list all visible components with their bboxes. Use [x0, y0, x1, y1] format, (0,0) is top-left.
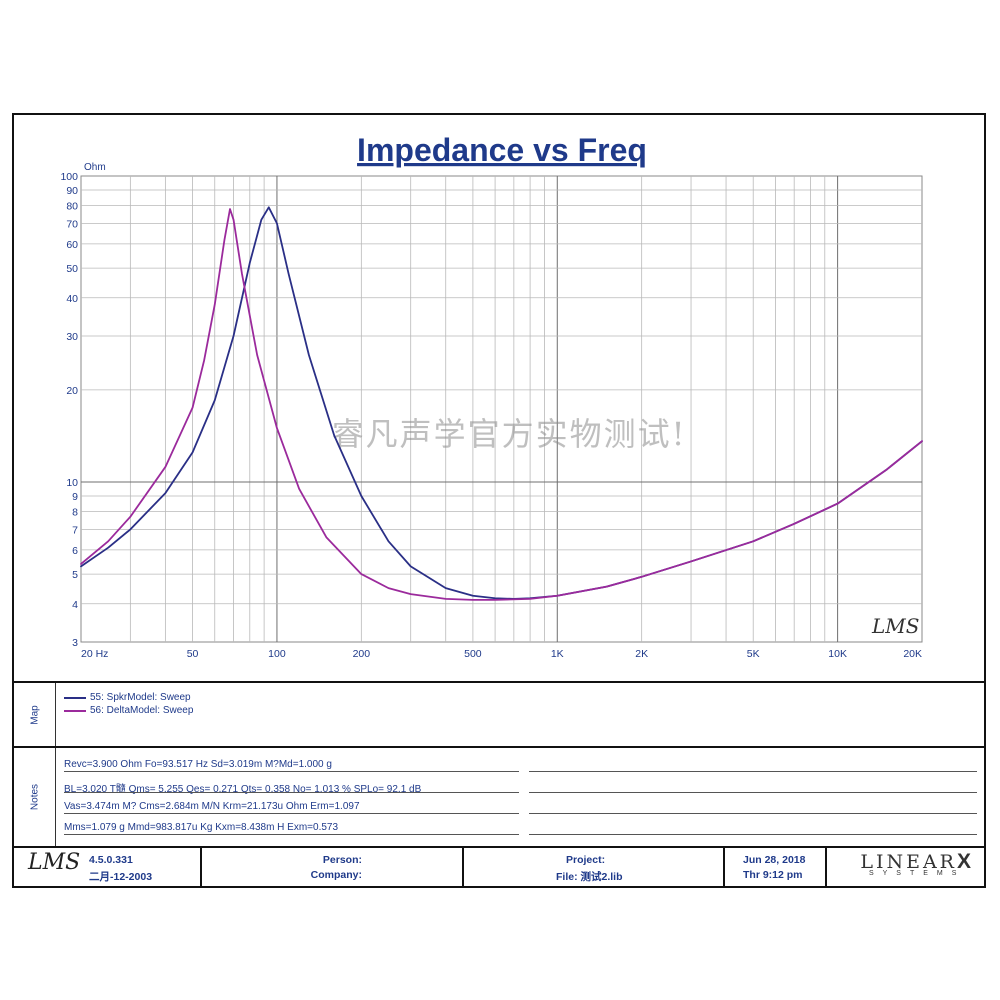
- map-side-label: Map: [14, 683, 56, 746]
- footer-rule: [825, 848, 827, 886]
- note-rule: [529, 771, 977, 772]
- note-rule: [529, 813, 977, 814]
- watermark-text: 睿凡声学官方实物测试!: [332, 415, 687, 453]
- x-axis: 20 Hz 50 100 200 500 1K 2K 5K 10K 20K: [81, 648, 922, 660]
- note-line-2: BL=3.020 T髓 Qms= 5.255 Qes= 0.271 Qts= 0…: [64, 784, 422, 795]
- impedance-chart: Impedance vs Freq 3 4 5 6 7 8 9 10 20 30 40 50 60 70 8…: [60, 132, 923, 660]
- y-tick-label: 6: [72, 545, 78, 557]
- map-label: Map: [29, 704, 40, 725]
- y-tick-label: 9: [72, 491, 78, 503]
- y-tick-label: 100: [60, 171, 78, 183]
- y-axis: 3 4 5 6 7 8 9 10 20 30 40 50 60 70 80 90 100: [60, 171, 78, 649]
- footer-rule: [200, 848, 202, 886]
- date-text: Jun 28, 2018: [743, 854, 806, 866]
- build-date-text: 二月-12-2003: [89, 871, 153, 883]
- footer-section: LMS 4.5.0.331 二月-12-2003 Person: Company…: [14, 848, 984, 886]
- y-tick-label: 90: [66, 185, 78, 197]
- file-label: File: 测试2.lib: [556, 871, 623, 883]
- legend-swatch-55: [64, 696, 86, 699]
- x-tick-label: 2K: [635, 648, 648, 660]
- project-cell: Project: File: 测试2.lib: [464, 848, 722, 886]
- linearx-logo: LINEARX SYSTEMS: [860, 850, 974, 877]
- y-tick-label: 10: [66, 477, 78, 489]
- y-tick-label: 30: [66, 331, 78, 343]
- chart-title: Impedance vs Freq: [357, 132, 647, 168]
- project-label: Project:: [566, 854, 606, 866]
- footer-divider: [14, 846, 984, 848]
- linearx-brand-main: LINEAR: [860, 851, 957, 873]
- y-tick-label: 3: [72, 637, 78, 649]
- note-rule: [529, 834, 977, 835]
- lms-footer-logo: LMS: [28, 850, 81, 875]
- legend-item-55: 55: SpkrModel: Sweep: [64, 692, 191, 703]
- version-cell: 4.5.0.331 二月-12-2003: [89, 848, 199, 886]
- company-label: Company:: [310, 869, 362, 881]
- person-label: Person:: [322, 854, 362, 866]
- linearx-brand-sub: SYSTEMS: [868, 870, 966, 877]
- notes-divider: [14, 746, 984, 748]
- plot-area: [80, 175, 923, 643]
- x-tick-label: 10K: [828, 648, 847, 660]
- chart-series: [80, 206, 923, 601]
- map-section: Map 55: SpkrModel: Sweep 56: DeltaModel:…: [14, 683, 984, 746]
- person-cell: Person: Company:: [202, 848, 462, 886]
- map-divider: [14, 681, 984, 683]
- y-tick-label: 50: [66, 263, 78, 275]
- legend-swatch-56: [64, 709, 86, 712]
- y-tick-label: 7: [72, 524, 78, 536]
- x-tick-label: 5K: [747, 648, 760, 660]
- note-rule: [64, 813, 519, 814]
- y-tick-label: 20: [66, 385, 78, 397]
- note-rule: [64, 792, 519, 793]
- version-text: 4.5.0.331: [89, 854, 133, 866]
- x-tick-label: 20K: [903, 648, 922, 660]
- note-rule: [64, 834, 519, 835]
- notes-label: Notes: [29, 783, 40, 811]
- lms-plot-logo: LMS: [871, 614, 919, 638]
- note-rule: [529, 792, 977, 793]
- note-line-1: Revc=3.900 Ohm Fo=93.517 Hz Sd=3.019m M?…: [64, 759, 332, 770]
- series-line-56: [80, 208, 923, 601]
- datetime-cell: Jun 28, 2018 Thr 9:12 pm: [725, 848, 825, 886]
- legend-item-56: 56: DeltaModel: Sweep: [64, 705, 193, 716]
- y-tick-label: 5: [72, 569, 78, 581]
- y-tick-label: 80: [66, 201, 78, 213]
- x-tick-label: 200: [353, 648, 371, 660]
- notes-side-label: Notes: [14, 748, 56, 846]
- legend-label-55: 55: SpkrModel: Sweep: [90, 692, 191, 703]
- chart-grid: [80, 175, 923, 643]
- footer-rule: [723, 848, 725, 886]
- x-tick-label: 20 Hz: [81, 648, 108, 660]
- notes-section: Notes Revc=3.900 Ohm Fo=93.517 Hz Sd=3.0…: [14, 748, 984, 846]
- report-frame: Impedance vs Freq 3 4 5 6 7 8 9 10 20 30 40 50 60 70 8…: [12, 113, 986, 888]
- note-line-3: Vas=3.474m M? Cms=2.684m M/N Krm=21.173u…: [64, 801, 360, 812]
- legend-label-56: 56: DeltaModel: Sweep: [90, 705, 194, 716]
- y-tick-label: 40: [66, 293, 78, 305]
- y-tick-label: 4: [72, 599, 78, 611]
- time-text: Thr 9:12 pm: [743, 869, 803, 881]
- note-line-4: Mms=1.079 g Mmd=983.817u Kg Kxm=8.438m H…: [64, 822, 339, 833]
- linearx-brand-x: X: [956, 850, 974, 873]
- x-tick-label: 1K: [551, 648, 564, 660]
- note-rule: [64, 771, 519, 772]
- x-tick-label: 50: [187, 648, 199, 660]
- y-tick-label: 60: [66, 239, 78, 251]
- y-tick-label: 70: [66, 218, 78, 230]
- x-tick-label: 100: [268, 648, 286, 660]
- x-tick-label: 500: [464, 648, 482, 660]
- y-axis-unit: Ohm: [84, 162, 106, 173]
- footer-rule: [462, 848, 464, 886]
- y-tick-label: 8: [72, 507, 78, 519]
